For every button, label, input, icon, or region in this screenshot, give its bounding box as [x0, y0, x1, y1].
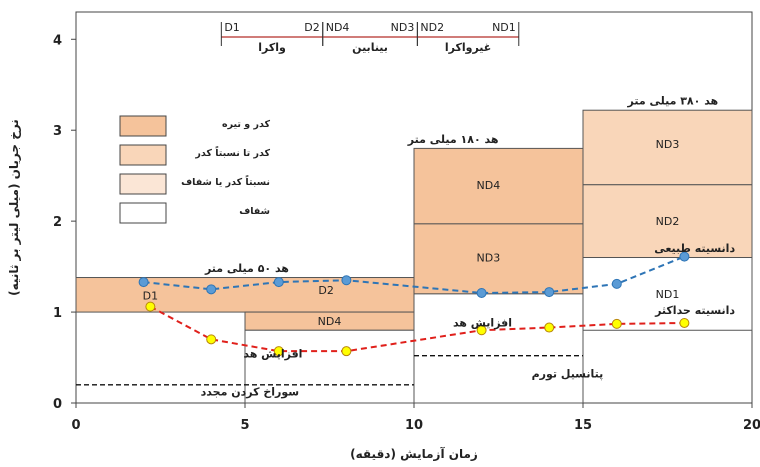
region-tag-0: D1: [143, 290, 158, 303]
x-tick-2: 10: [405, 418, 423, 433]
y-tick-0: 0: [53, 397, 62, 412]
legend-label-0: کدر و تیره: [222, 119, 270, 130]
legend-swatch-2: [120, 174, 166, 194]
bracket-caption-2: غیرواکرا: [445, 41, 491, 54]
x-axis-label: زمان آزمایش (دقیقه): [350, 446, 478, 461]
y-tick-1: 1: [53, 306, 62, 321]
annotation-5: افزایش هد: [243, 348, 302, 361]
series-0-point-4: [477, 288, 486, 297]
series-1-point-1: [207, 335, 216, 344]
legend-label-2: نسبتاً کدر یا شفاف: [181, 175, 270, 188]
x-tick-1: 5: [240, 418, 249, 433]
bracket-left-label-0: D1: [224, 21, 239, 34]
annotation-1: هد ۱۸۰ میلی متر: [407, 133, 499, 146]
region-label-2: ND4: [477, 179, 501, 192]
x-tick-3: 15: [574, 418, 592, 433]
region-label-1: ND4: [318, 315, 342, 328]
series-1-point-7: [680, 318, 689, 327]
legend-label-3: شفاف: [239, 206, 270, 217]
region-7: [414, 294, 583, 403]
legend-swatch-1: [120, 145, 166, 165]
bracket-right-label-1: ND3: [391, 21, 415, 34]
annotation-3: دانسیته طبیعی: [654, 242, 735, 255]
bracket-left-label-1: ND4: [326, 21, 350, 34]
series-1-point-3: [342, 347, 351, 356]
series-1-point-0: [146, 302, 155, 311]
annotation-6: افزایش هد: [453, 317, 512, 330]
series-0-point-2: [274, 278, 283, 287]
annotation-8: پتانسیل تورم: [532, 368, 604, 381]
annotation-4: دانسیته حداکثر: [654, 304, 735, 317]
bracket-right-label-2: ND1: [492, 21, 516, 34]
series-1-point-6: [612, 319, 621, 328]
region-label-6: ND1: [656, 288, 680, 301]
bracket-caption-1: بینابین: [352, 41, 388, 54]
bracket-right-label-0: D2: [304, 21, 319, 34]
region-label-3: ND3: [477, 252, 501, 265]
legend-swatch-0: [120, 116, 166, 136]
series-0-point-6: [612, 279, 621, 288]
y-tick-4: 4: [53, 33, 62, 48]
region-label-4: ND3: [656, 138, 680, 151]
series-0-point-3: [342, 276, 351, 285]
bracket-caption-0: واکرا: [258, 41, 286, 54]
series-1-point-5: [545, 323, 554, 332]
annotation-7: سوراخ کردن مجدد: [201, 386, 299, 399]
series-0-point-1: [207, 285, 216, 294]
y-tick-2: 2: [53, 215, 62, 230]
legend-swatch-3: [120, 203, 166, 223]
region-tag-1: D2: [318, 284, 333, 297]
x-tick-0: 0: [71, 418, 80, 433]
annotation-0: هد ۵۰ میلی متر: [204, 262, 289, 275]
region-label-5: ND2: [656, 215, 680, 228]
series-0-point-0: [139, 278, 148, 287]
annotation-2: هد ۳۸۰ میلی متر: [626, 95, 718, 108]
bracket-left-label-2: ND2: [420, 21, 444, 34]
y-tick-3: 3: [53, 124, 62, 139]
series-0-point-5: [545, 288, 554, 297]
y-axis-label: نرخ جریان (میلی لیتر بر ثانیه): [7, 119, 21, 296]
legend-label-1: کدر تا نسبتاً کدر: [194, 146, 270, 159]
x-tick-4: 20: [743, 418, 760, 433]
